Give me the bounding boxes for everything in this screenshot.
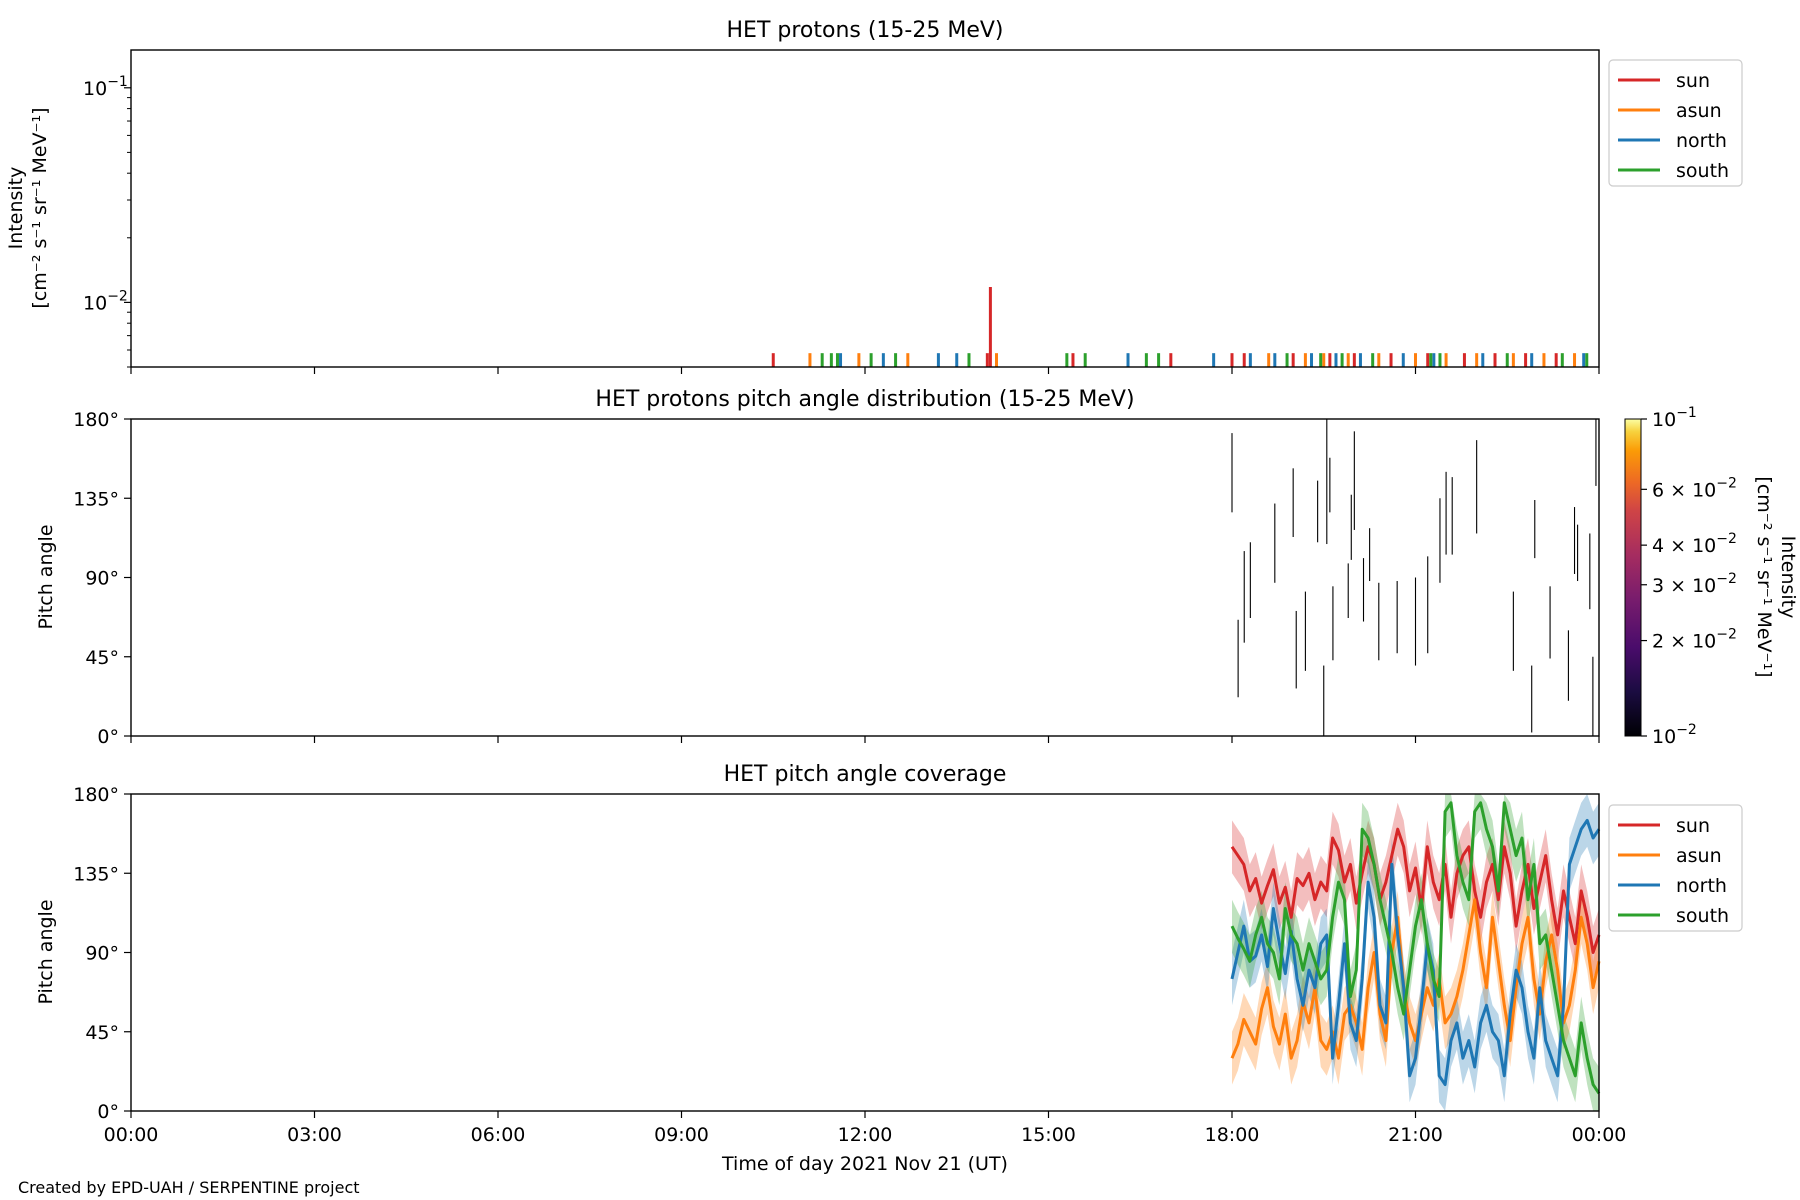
pad-y-tick-label: 45° [85,647,119,669]
intensity-panel: HET protons (15-25 MeV) Intensity [cm⁻² … [5,18,1743,374]
coverage-y-tick-label: 45° [85,1022,119,1044]
coverage-title: HET pitch angle coverage [724,762,1007,787]
coverage-x-tick-label: 09:00 [654,1124,709,1146]
coverage-x-ticks: 00:00 03:00 06:00 09:00 12:00 15:00 18:00 21:00… [104,1111,1627,1146]
coverage-legend-label-south: south [1676,905,1729,927]
coverage-lines [1230,801,1601,1095]
coverage-y-tick-label: 0° [97,1101,119,1123]
pad-y-tick-label: 135° [73,488,119,510]
coverage-x-tick-label: 00:00 [104,1124,159,1146]
colorbar-tick-label: 10−2 [1652,722,1697,748]
coverage-axes-frame [130,793,1600,1112]
coverage-x-tick-label: 12:00 [838,1124,893,1146]
coverage-band-south [1232,794,1599,1111]
pad-ylabel: Pitch angle [35,524,57,629]
coverage-x-tick-label: 21:00 [1388,1124,1443,1146]
intensity-spikes [771,286,1589,367]
colorbar-tick-label: 3 × 10−2 [1652,571,1737,597]
colorbar [1624,418,1642,737]
colorbar-ticks: 10−1 6 × 10−2 4 × 10−2 3 × 10−2 2 × 10−2 10−2 [1641,405,1737,748]
pad-y-tick-label: 90° [85,568,119,590]
pad-y-tick-label: 180° [73,409,119,431]
intensity-legend-label-sun: sun [1676,70,1710,92]
coverage-y-tick-label: 90° [85,943,119,965]
coverage-legend: sun asun north south [1608,804,1743,932]
coverage-x-tick-label: 03:00 [287,1124,342,1146]
intensity-legend: sun asun north south [1608,59,1743,187]
intensity-title: HET protons (15-25 MeV) [727,18,1004,43]
coverage-ylabel: Pitch angle [35,899,57,1004]
pad-segments [1231,419,1597,736]
coverage-line-north [1230,818,1601,1087]
coverage-y-ticks: 0° 45° 90° 135° 180° [73,784,131,1123]
colorbar-tick-label: 6 × 10−2 [1652,475,1737,501]
coverage-legend-label-north: north [1676,875,1727,897]
intensity-y-ticks: 10−1 10−2 [83,74,131,368]
intensity-ylabel-line2: [cm⁻² s⁻¹ sr⁻¹ MeV⁻¹] [29,107,51,308]
coverage-x-tick-label: 18:00 [1205,1124,1260,1146]
coverage-x-tick-label: 06:00 [471,1124,526,1146]
intensity-legend-box [1608,59,1743,187]
colorbar-tick-label: 10−1 [1652,405,1697,431]
intensity-ylabel: Intensity [cm⁻² s⁻¹ sr⁻¹ MeV⁻¹] [5,107,51,308]
intensity-ylabel-line1: Intensity [5,167,27,250]
pad-y-ticks: 0° 45° 90° 135° 180° [73,409,131,748]
coverage-legend-label-sun: sun [1676,815,1710,837]
coverage-line-sun [1230,827,1601,954]
coverage-legend-box [1608,804,1743,932]
pad-panel: HET protons pitch angle distribution (15… [35,387,1799,748]
coverage-xlabel: Time of day 2021 Nov 21 (UT) [721,1153,1008,1175]
pad-axes-frame [130,418,1600,737]
pad-title: HET protons pitch angle distribution (15… [595,387,1134,412]
intensity-x-ticks [130,367,1600,374]
coverage-panel: HET pitch angle coverage Pitch angle 0° 4… [35,762,1743,1175]
coverage-band-sun [1232,802,1599,979]
intensity-legend-label-asun: asun [1676,100,1722,122]
coverage-line-south [1230,801,1601,1095]
coverage-y-tick-label: 180° [73,784,119,806]
colorbar-tick-label: 4 × 10−2 [1652,531,1737,557]
intensity-y-tick-label: 10−2 [83,288,128,314]
colorbar-label: Intensity [cm⁻² s⁻¹ sr⁻¹ MeV⁻¹] [1753,476,1799,677]
intensity-y-tick-label: 10−1 [83,74,128,100]
credit-footer: Created by EPD-UAH / SERPENTINE project [18,1178,360,1197]
colorbar-label-line2: [cm⁻² s⁻¹ sr⁻¹ MeV⁻¹] [1753,476,1775,677]
colorbar-tick-label: 2 × 10−2 [1652,627,1737,653]
coverage-x-tick-label: 15:00 [1021,1124,1076,1146]
coverage-y-tick-label: 135° [73,863,119,885]
intensity-legend-label-north: north [1676,130,1727,152]
intensity-axes-frame [130,49,1600,368]
coverage-legend-label-asun: asun [1676,845,1722,867]
pad-x-ticks [130,736,1600,743]
intensity-legend-label-south: south [1676,160,1729,182]
colorbar-label-line1: Intensity [1777,536,1799,619]
coverage-x-tick-label: 00:00 [1572,1124,1627,1146]
pad-y-tick-label: 0° [97,726,119,748]
